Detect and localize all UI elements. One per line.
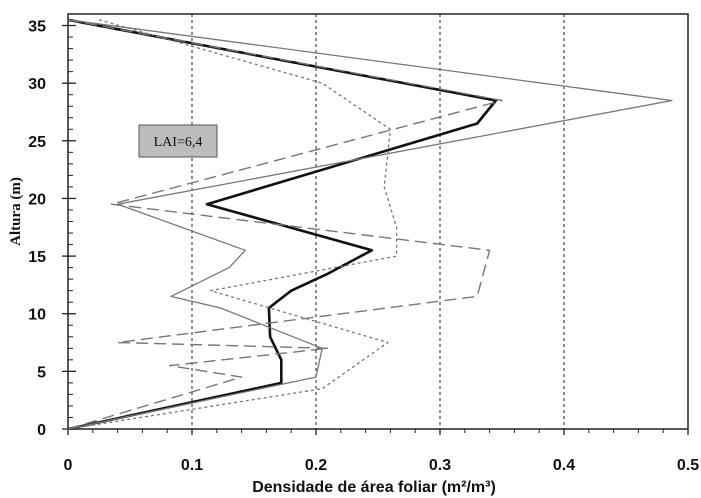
series-line-3-dashed: [67, 19, 503, 430]
y-axis-title: Altura (m): [8, 177, 24, 246]
y-tick-label: 0: [37, 422, 46, 439]
y-tick-label: 25: [28, 134, 46, 151]
x-axis-title: Densidade de área foliar (m²/m³): [252, 479, 496, 496]
series-layer: [67, 18, 673, 431]
x-tick-label: 0.5: [677, 457, 699, 474]
y-tick-label: 30: [28, 76, 46, 93]
series-line-2-thin-solid: [67, 19, 673, 430]
x-tick-label: 0.2: [305, 457, 327, 474]
x-tick-label: 0.1: [181, 457, 203, 474]
y-tick-label: 5: [37, 364, 46, 381]
x-tick-label: 0: [64, 457, 73, 474]
y-tick-label: 10: [28, 307, 46, 324]
y-tick-label: 35: [28, 19, 46, 36]
y-tick-label: 15: [28, 249, 46, 266]
series-line-1-thick-solid: [67, 18, 498, 431]
annotation-layer: LAI=6,4: [138, 124, 218, 158]
lai-annotation-box: [138, 124, 218, 158]
x-tick-label: 0.3: [429, 457, 451, 474]
x-tick-label: 0.4: [553, 457, 575, 474]
y-tick-label: 20: [28, 191, 46, 208]
lai-annotation: LAI=6,4: [154, 135, 203, 150]
tick-layer: [62, 13, 689, 435]
plot-frame: [67, 13, 689, 430]
label-layer: 0 0.1 0.2 0.3 0.4 0.5 0 5 10 15 20 25 30 35: [28, 19, 699, 474]
series-line-4-dotted: [67, 19, 398, 430]
